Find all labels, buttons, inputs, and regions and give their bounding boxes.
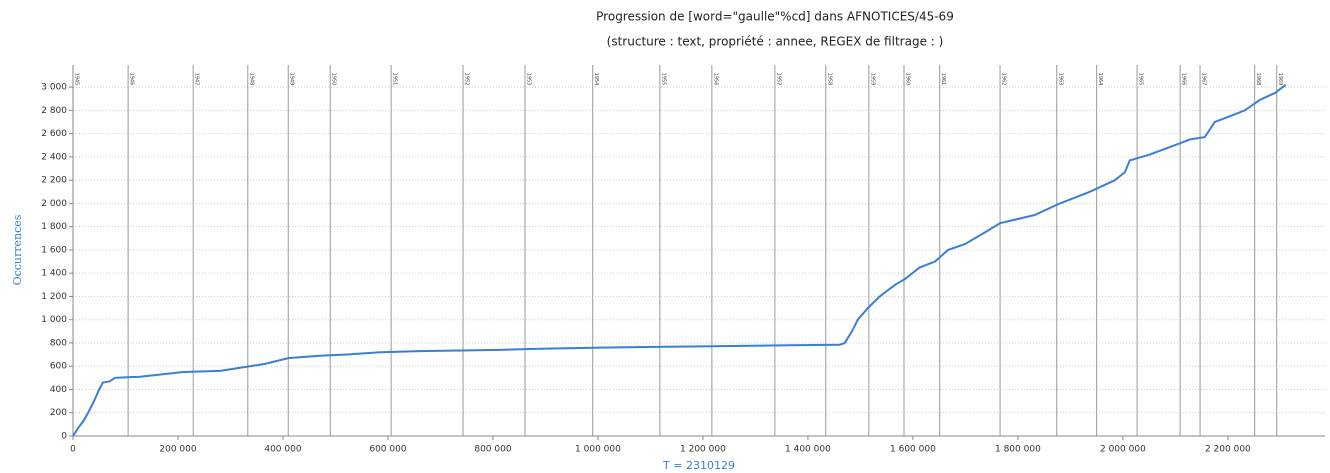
year-label: 1958 xyxy=(826,73,832,86)
year-label: 1956 xyxy=(712,73,718,86)
y-tick-label: 1 000 xyxy=(41,315,67,325)
y-tick-label: 2 800 xyxy=(41,106,67,116)
y-tick-label: 200 xyxy=(50,408,67,418)
year-label: 1965 xyxy=(1138,73,1144,86)
year-label: 1950 xyxy=(331,73,337,86)
x-tick-label: 600 000 xyxy=(369,445,406,455)
year-label: 1962 xyxy=(1001,73,1007,86)
year-label: 1966 xyxy=(1181,73,1187,86)
y-tick-label: 1 400 xyxy=(41,269,67,279)
x-tick-label: 1 000 000 xyxy=(575,445,621,455)
chart-subtitle: (structure : text, propriété : annee, RE… xyxy=(607,35,944,49)
year-label: 1967 xyxy=(1201,73,1207,86)
year-label: 1945 xyxy=(74,73,80,86)
year-label: 1969 xyxy=(1277,73,1283,86)
year-label: 1953 xyxy=(525,73,531,86)
y-tick-label: 2 000 xyxy=(41,199,67,209)
y-tick-label: 3 000 xyxy=(41,83,67,93)
y-axis-label: Occurrences xyxy=(11,214,24,285)
year-label: 1946 xyxy=(129,73,135,86)
y-tick-label: 2 600 xyxy=(41,129,67,139)
y-tick-label: 2 200 xyxy=(41,176,67,186)
y-tick-label: 400 xyxy=(50,385,67,395)
x-tick-label: 1 600 000 xyxy=(890,445,936,455)
x-tick-label: 1 400 000 xyxy=(785,445,831,455)
y-tick-label: 1 600 xyxy=(41,245,67,255)
year-label: 1948 xyxy=(248,73,254,86)
x-tick-label: 1 200 000 xyxy=(680,445,726,455)
chart-title: Progression de [word="gaulle"%cd] dans A… xyxy=(596,10,954,24)
year-label: 1949 xyxy=(289,73,295,86)
x-tick-label: 2 200 000 xyxy=(1205,445,1251,455)
year-label: 1951 xyxy=(392,73,398,86)
year-label: 1947 xyxy=(194,73,200,86)
year-label: 1952 xyxy=(464,73,470,86)
year-label: 1964 xyxy=(1097,73,1103,86)
x-tick-label: 2 000 000 xyxy=(1100,445,1146,455)
x-tick-label: 200 000 xyxy=(159,445,196,455)
year-label: 1954 xyxy=(593,73,599,86)
year-label: 1968 xyxy=(1255,73,1261,86)
x-tick-label: 1 800 000 xyxy=(995,445,1041,455)
y-tick-label: 1 800 xyxy=(41,222,67,232)
x-tick-label: 800 000 xyxy=(474,445,511,455)
x-tick-label: 400 000 xyxy=(264,445,301,455)
data-line xyxy=(72,84,1287,437)
y-tick-label: 2 400 xyxy=(41,152,67,162)
year-label: 1963 xyxy=(1057,73,1063,86)
y-tick-label: 1 200 xyxy=(41,292,67,302)
year-label: 1955 xyxy=(660,73,666,86)
year-label: 1961 xyxy=(940,73,946,86)
year-label: 1960 xyxy=(904,73,910,86)
year-label: 1957 xyxy=(775,73,781,86)
y-tick-label: 600 xyxy=(50,362,67,372)
x-tick-label: 0 xyxy=(70,445,76,455)
y-tick-label: 0 xyxy=(61,432,67,442)
y-tick-label: 800 xyxy=(50,338,67,348)
x-axis-label: T = 2310129 xyxy=(662,459,735,472)
year-label: 1959 xyxy=(869,73,875,86)
